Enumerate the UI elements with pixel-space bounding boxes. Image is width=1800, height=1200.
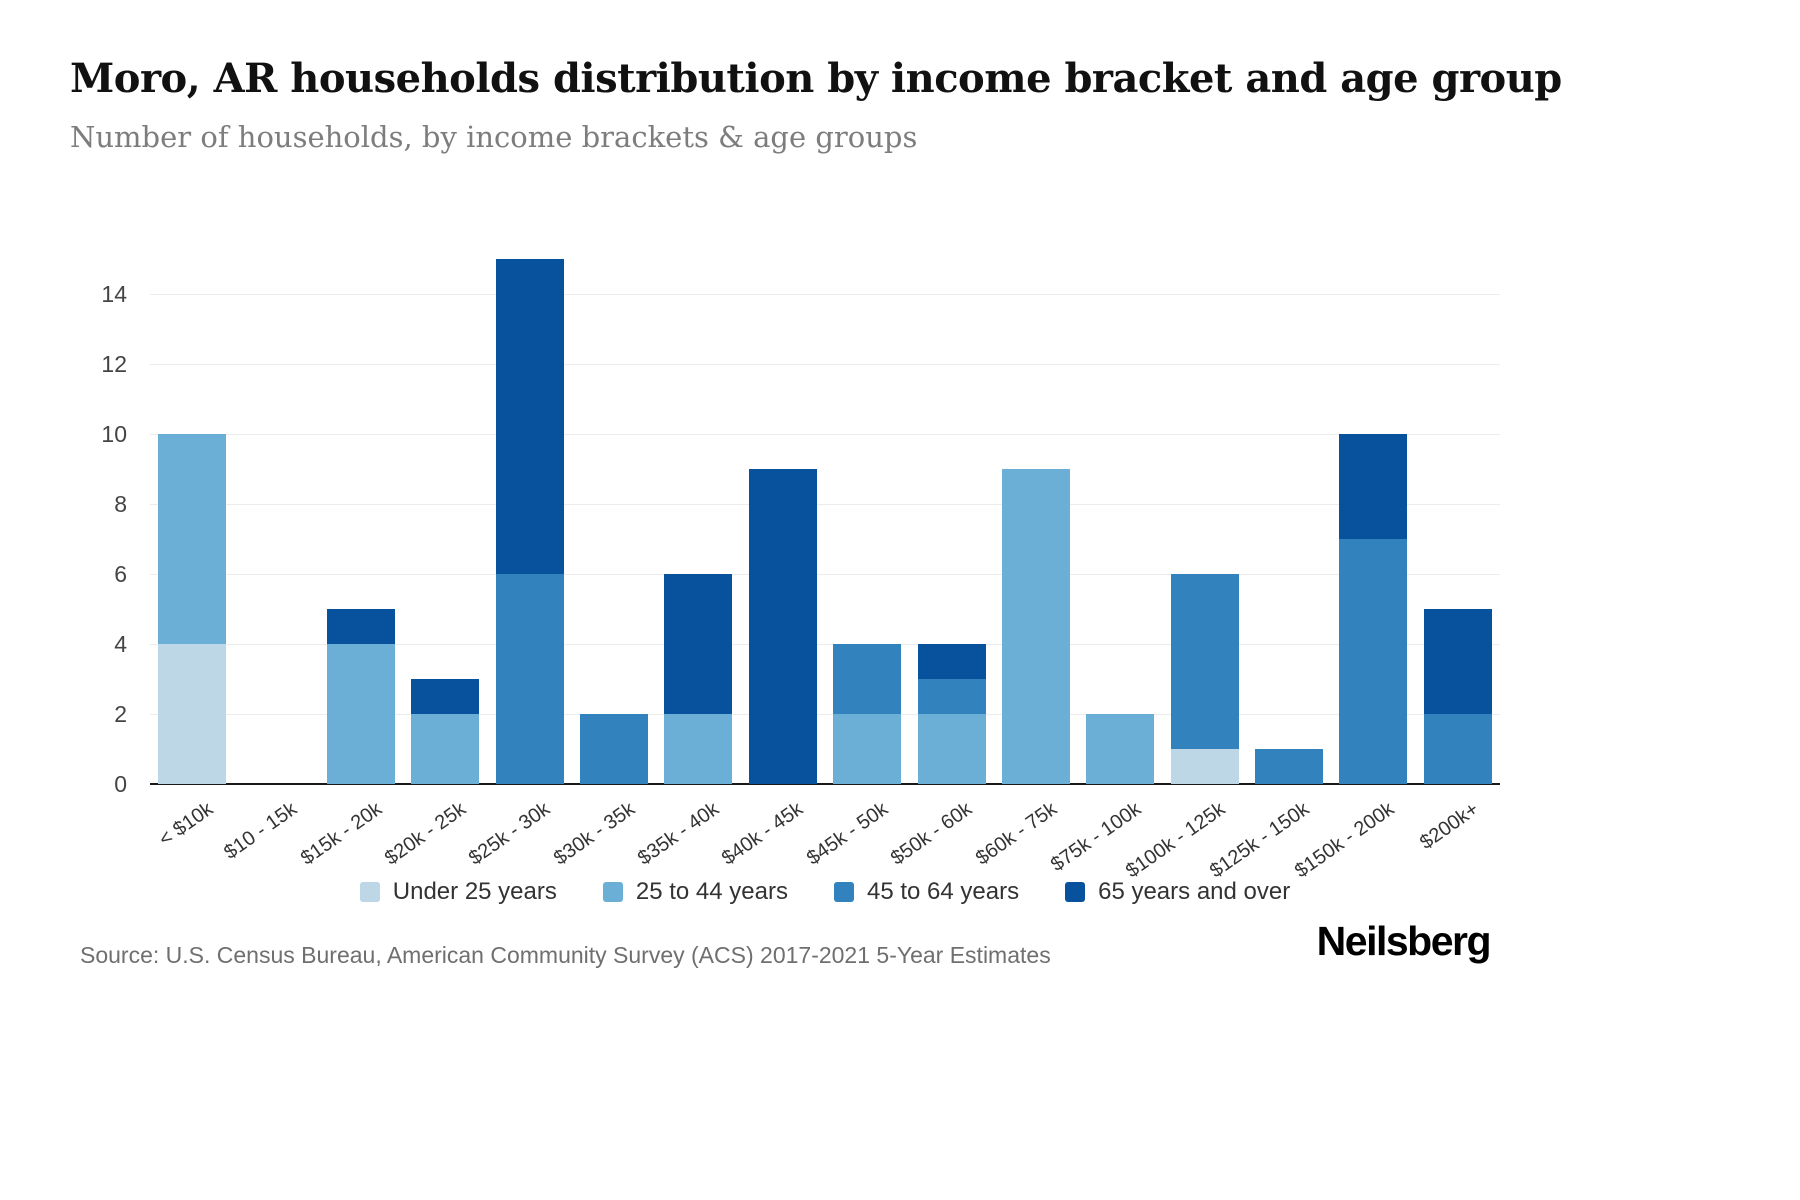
bar-segment xyxy=(748,469,817,784)
bar-segment xyxy=(495,574,564,784)
x-axis-label: $40k - 45k xyxy=(718,798,808,870)
legend-swatch xyxy=(359,882,380,902)
source-note: Source: U.S. Census Bureau, American Com… xyxy=(80,942,1051,968)
bar-segment xyxy=(664,714,733,784)
bar-segment xyxy=(1086,714,1155,784)
bar-segment xyxy=(411,679,480,714)
x-axis-label: $200k+ xyxy=(1415,798,1483,854)
y-axis-tick-label: 14 xyxy=(101,281,127,307)
legend-swatch xyxy=(602,882,623,902)
y-axis-tick-label: 12 xyxy=(101,351,127,377)
legend-item: Under 25 years xyxy=(359,878,557,906)
y-axis-tick-label: 0 xyxy=(114,771,127,797)
legend-label: Under 25 years xyxy=(392,878,557,905)
bar-segment xyxy=(1339,434,1408,539)
gridline xyxy=(150,294,1500,295)
brand-logo: Neilsberg xyxy=(1316,918,1492,964)
bar-segment xyxy=(664,574,733,714)
bar-segment xyxy=(1170,749,1239,784)
bar-segment xyxy=(833,714,902,784)
x-axis-label: $50k - 60k xyxy=(887,798,977,870)
bar-segment xyxy=(158,434,227,644)
gridline xyxy=(150,434,1500,435)
bar-segment xyxy=(326,644,395,784)
bar-segment xyxy=(326,609,395,644)
legend-label: 45 to 64 years xyxy=(866,878,1020,905)
legend-item: 25 to 44 years xyxy=(602,878,788,906)
gridline xyxy=(150,504,1500,505)
bar-segment xyxy=(1423,714,1492,784)
y-axis-tick-label: 4 xyxy=(114,631,127,657)
bar-segment xyxy=(1423,609,1492,714)
gridline xyxy=(150,714,1500,715)
bar-segment xyxy=(833,644,902,714)
legend-item: 45 to 64 years xyxy=(833,878,1020,906)
x-axis-label: $45k - 50k xyxy=(802,798,892,870)
legend-item: 65 years and over xyxy=(1065,878,1290,906)
gridline xyxy=(150,574,1500,575)
bar-segment xyxy=(158,644,227,784)
bar-segment xyxy=(917,714,986,784)
x-axis-label: $15k - 20k xyxy=(296,798,386,870)
x-axis-label: $35k - 40k xyxy=(633,798,724,870)
x-axis-label: $10 - 15k xyxy=(220,798,302,864)
legend-swatch xyxy=(1065,882,1086,902)
y-axis-tick-label: 10 xyxy=(101,421,127,447)
chart-subtitle: Number of households, by income brackets… xyxy=(70,120,918,154)
gridline xyxy=(150,364,1500,365)
bar-segment xyxy=(1170,574,1239,749)
chart-title: Moro, AR households distribution by inco… xyxy=(70,55,1562,102)
bar-segment xyxy=(580,714,649,784)
bar-segment xyxy=(411,714,480,784)
x-axis-line xyxy=(150,783,1500,785)
gridline xyxy=(150,644,1500,645)
y-axis-tick-label: 6 xyxy=(114,561,127,587)
legend: Under 25 years 25 to 44 years 45 to 64 yea… xyxy=(150,878,1500,906)
bar-segment xyxy=(917,679,986,714)
legend-label: 25 to 44 years xyxy=(635,878,788,905)
bar-segment xyxy=(495,259,564,574)
x-axis-label: $30k - 35k xyxy=(549,798,639,870)
x-axis-label: $25k - 30k xyxy=(465,798,555,870)
bar-segment xyxy=(1255,749,1324,784)
bar-segment xyxy=(1001,469,1070,784)
plot-area: 0 2 4 6 8 10 12 14 < $10k $10 - 15k $15k - 20k $20k… xyxy=(101,259,1500,882)
bar-segment xyxy=(917,644,986,679)
legend-label: 65 years and over xyxy=(1098,878,1291,905)
y-axis-tick-label: 2 xyxy=(114,701,127,727)
y-axis-tick-label: 8 xyxy=(114,491,127,517)
legend-swatch xyxy=(833,882,854,902)
bar-segment xyxy=(1339,539,1408,784)
x-axis-label: $20k - 25k xyxy=(380,798,470,870)
x-axis-label: < $10k xyxy=(154,798,217,851)
